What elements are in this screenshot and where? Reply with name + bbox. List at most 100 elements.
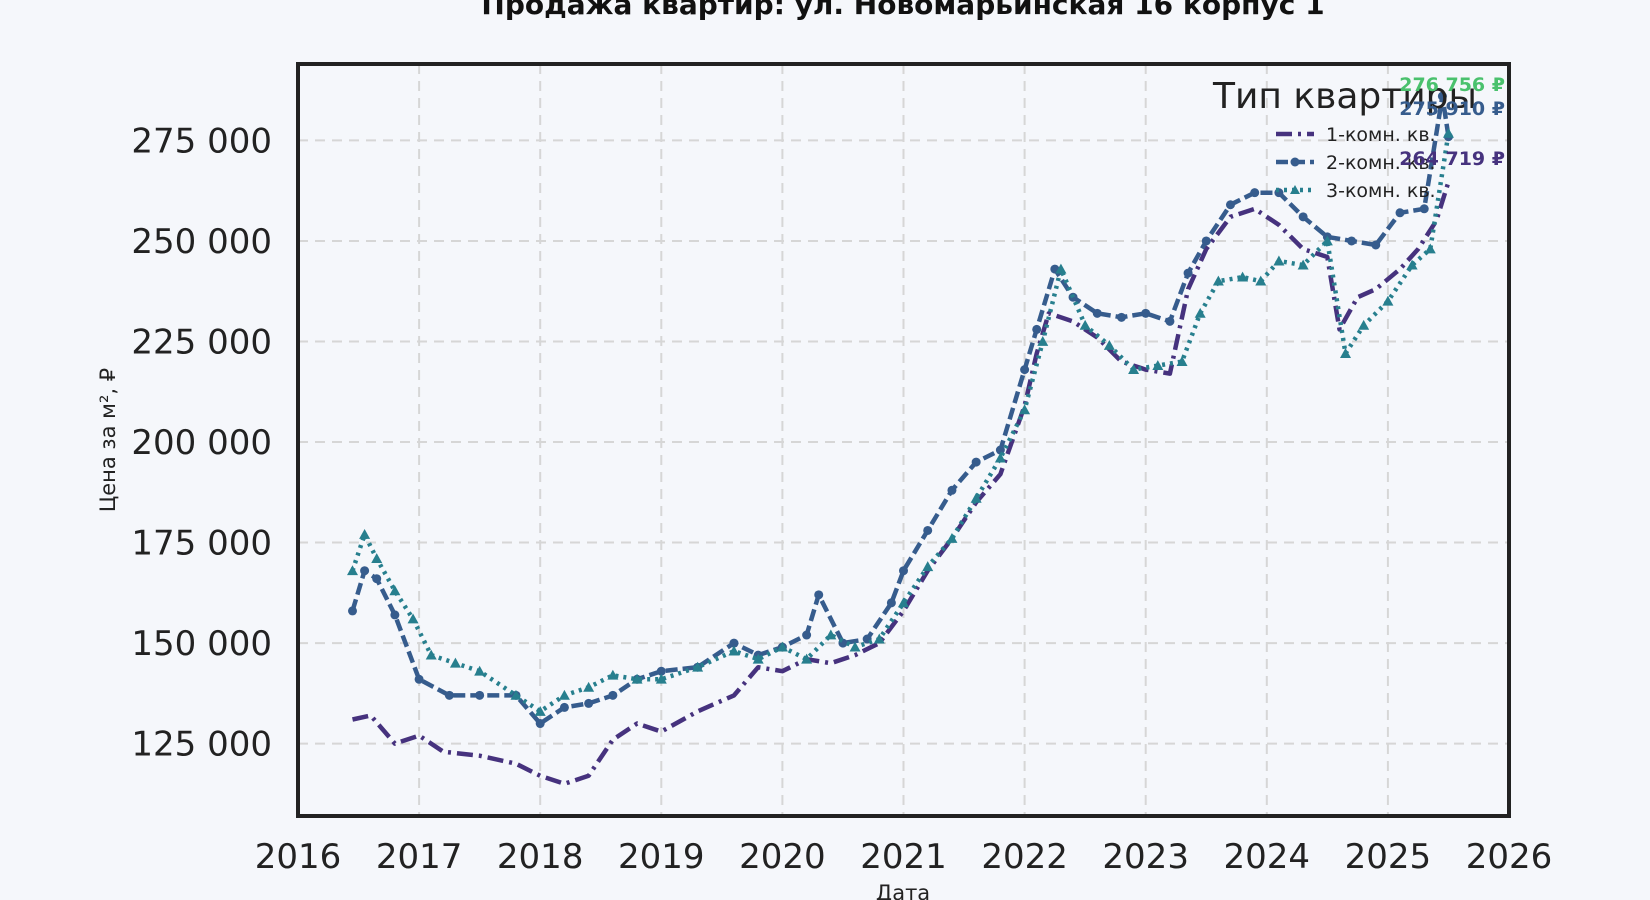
data-point — [814, 590, 824, 600]
data-point — [449, 657, 461, 668]
end-value-label: 275 910 ₽ — [1399, 98, 1505, 120]
data-point — [994, 452, 1006, 463]
data-point — [347, 606, 357, 616]
data-point — [1347, 236, 1357, 246]
data-point — [656, 666, 666, 676]
chart-title: Продажа квартир: ул. Новомарьинская 16 к… — [481, 0, 1324, 21]
x-tick-label: 2016 — [255, 837, 342, 877]
end-value-label: 264 719 ₽ — [1399, 148, 1505, 170]
x-tick-label: 2023 — [1102, 837, 1189, 877]
x-tick-label: 2021 — [860, 837, 947, 877]
data-point — [801, 653, 813, 664]
data-point — [1212, 275, 1224, 286]
data-point — [608, 690, 618, 700]
data-point — [534, 705, 546, 716]
data-point — [1297, 259, 1309, 270]
x-tick-label: 2020 — [739, 837, 826, 877]
data-point — [1442, 127, 1454, 138]
x-tick-label: 2022 — [981, 837, 1068, 877]
data-point — [729, 638, 739, 648]
data-point — [776, 641, 788, 652]
y-tick-label: 150 000 — [131, 624, 272, 664]
data-point — [1176, 356, 1188, 366]
data-point — [558, 689, 570, 700]
data-point — [1141, 308, 1151, 318]
data-point — [1419, 204, 1429, 214]
data-point — [583, 681, 595, 692]
end-labels: 264 719 ₽ 275 910 ₽276 756 ₽ — [1399, 74, 1505, 170]
data-point — [359, 529, 371, 539]
data-point — [360, 566, 370, 576]
data-point — [425, 649, 437, 660]
data-point — [802, 630, 812, 640]
data-point — [946, 533, 958, 543]
legend-label: 1-комн. кв. — [1326, 124, 1436, 146]
data-point — [995, 445, 1005, 455]
data-point — [970, 492, 982, 503]
data-point — [407, 613, 419, 624]
data-point — [1103, 339, 1115, 350]
data-point — [1321, 235, 1333, 246]
data-point — [584, 698, 594, 708]
grid-lines — [298, 64, 1509, 816]
y-axis-ticks: 125 000 150 000 175 000 200 000 225 000 250 0… — [131, 121, 272, 764]
data-point — [1371, 240, 1381, 250]
data-point — [873, 633, 885, 644]
legend-marker — [1290, 185, 1300, 194]
y-tick-label: 275 000 — [131, 121, 272, 161]
data-point — [971, 457, 981, 467]
data-point — [1128, 364, 1140, 375]
data-point — [1255, 275, 1267, 286]
data-point — [692, 661, 704, 672]
data-point — [475, 690, 485, 700]
data-point — [752, 653, 764, 664]
x-tick-label: 2017 — [376, 837, 463, 877]
data-point — [1079, 319, 1091, 330]
data-point — [825, 629, 837, 640]
data-point — [1237, 271, 1249, 282]
data-point — [1037, 335, 1049, 346]
data-point — [728, 645, 740, 656]
data-point — [535, 719, 545, 729]
data-point — [1165, 316, 1175, 326]
data-point — [849, 641, 861, 652]
y-tick-label: 250 000 — [131, 222, 272, 262]
data-point — [1424, 243, 1436, 254]
legend-item: 1-комн. кв. — [1276, 124, 1436, 146]
data-point — [655, 673, 667, 684]
y-tick-label: 200 000 — [131, 423, 272, 463]
y-axis-title: Цена за м², ₽ — [96, 368, 120, 512]
y-tick-label: 175 000 — [131, 524, 272, 564]
data-point — [1020, 365, 1030, 375]
data-point — [607, 669, 619, 680]
end-value-label: 276 756 ₽ — [1399, 74, 1505, 96]
series-2 — [347, 91, 1453, 729]
data-point — [1194, 307, 1206, 318]
series-line — [352, 181, 1451, 787]
x-axis-title: Дата — [876, 881, 930, 900]
data-point — [444, 690, 454, 700]
data-point — [1225, 200, 1235, 210]
data-point — [1250, 188, 1260, 198]
legend-item: 3-комн. кв. — [1276, 180, 1436, 202]
data-point — [947, 485, 957, 495]
data-point — [886, 598, 896, 608]
data-point — [389, 585, 401, 596]
x-tick-label: 2018 — [497, 837, 584, 877]
data-point — [1273, 255, 1285, 266]
x-tick-label: 2025 — [1345, 837, 1432, 877]
x-tick-label: 2026 — [1466, 837, 1553, 877]
plot-frame — [296, 62, 1511, 818]
legend-label: 2-комн. кв. — [1326, 152, 1436, 174]
data-point — [414, 674, 424, 684]
data-point — [922, 561, 934, 572]
data-point — [1358, 319, 1370, 330]
legend-label: 3-комн. кв. — [1326, 180, 1436, 202]
data-point — [1406, 259, 1418, 270]
data-point — [1395, 208, 1405, 218]
data-point — [1201, 236, 1211, 246]
legend-marker — [1290, 157, 1300, 167]
x-tick-label: 2024 — [1224, 837, 1311, 877]
series-1 — [352, 181, 1451, 787]
